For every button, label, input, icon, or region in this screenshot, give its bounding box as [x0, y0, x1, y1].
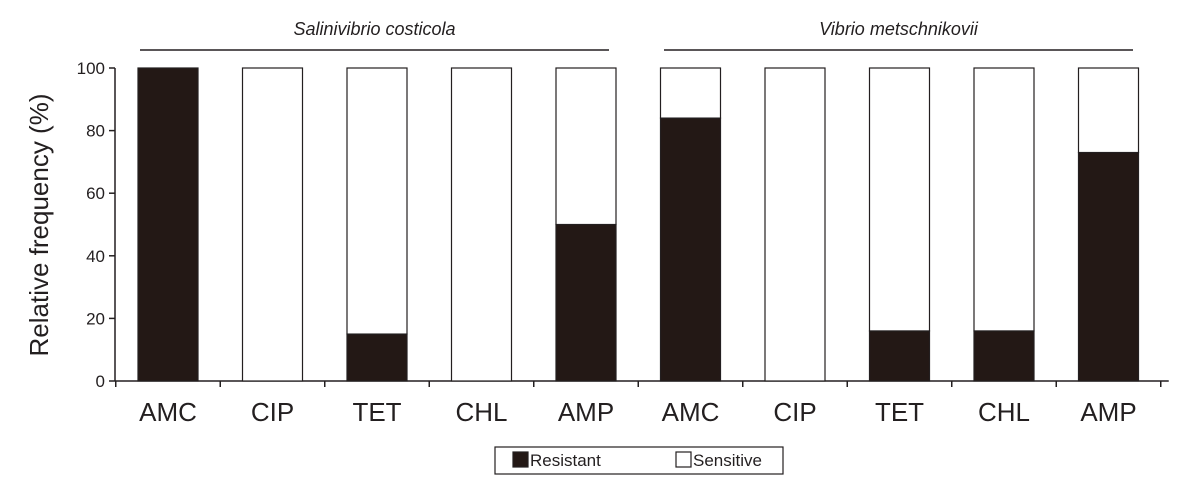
bar-sensitive [241, 67, 304, 382]
y-tick-label: 80 [86, 122, 105, 141]
legend: Resistant Sensitive [494, 446, 784, 475]
legend-label-resistant: Resistant [530, 451, 601, 470]
group-label: Vibrio metschnikovii [819, 19, 979, 39]
legend-label-sensitive: Sensitive [693, 451, 762, 470]
bar-sensitive [450, 67, 513, 382]
bar-sensitive [764, 67, 826, 382]
bar-sensitive [868, 67, 931, 332]
legend-box [494, 446, 784, 475]
bar-sensitive [659, 67, 722, 119]
y-tick-label: 100 [77, 59, 105, 78]
bars [137, 67, 1140, 382]
y-tick-label: 0 [96, 372, 105, 391]
bar-sensitive [555, 67, 617, 226]
x-tick-label: TET [875, 397, 924, 427]
x-tick-label: TET [352, 397, 401, 427]
bar-resistant [1077, 151, 1140, 382]
x-tick-labels: AMC CIP TET CHL AMP AMC CIP TET CHL AMP [139, 397, 1137, 427]
x-tick-label: CHL [455, 397, 507, 427]
legend-swatch-resistant [512, 451, 529, 468]
x-tick-label: CIP [251, 397, 294, 427]
bar-resistant [346, 333, 408, 382]
bar-resistant [555, 223, 617, 382]
bar-resistant [973, 330, 1035, 382]
x-tick-label: CHL [978, 397, 1030, 427]
x-tick-label: AMC [139, 397, 197, 427]
x-tick-label: CIP [773, 397, 816, 427]
legend-swatch-sensitive [675, 451, 692, 468]
bar-sensitive [346, 67, 408, 335]
bar-resistant [137, 67, 199, 382]
x-tick-label: AMC [662, 397, 720, 427]
group-label: Salinivibrio costicola [293, 19, 455, 39]
y-tick-label: 60 [86, 184, 105, 203]
y-tick-label: 40 [86, 247, 105, 266]
bar-sensitive [973, 67, 1035, 332]
bar-sensitive [1077, 67, 1140, 154]
x-tick-label: AMP [558, 397, 614, 427]
y-tick-label: 20 [86, 309, 105, 328]
bar-resistant [659, 117, 722, 382]
bar-resistant [868, 330, 931, 382]
y-axis-label: Relative frequency (%) [24, 94, 54, 357]
x-tick-label: AMP [1080, 397, 1136, 427]
group-labels: Salinivibrio costicola Vibrio metschnikov… [140, 19, 1133, 51]
